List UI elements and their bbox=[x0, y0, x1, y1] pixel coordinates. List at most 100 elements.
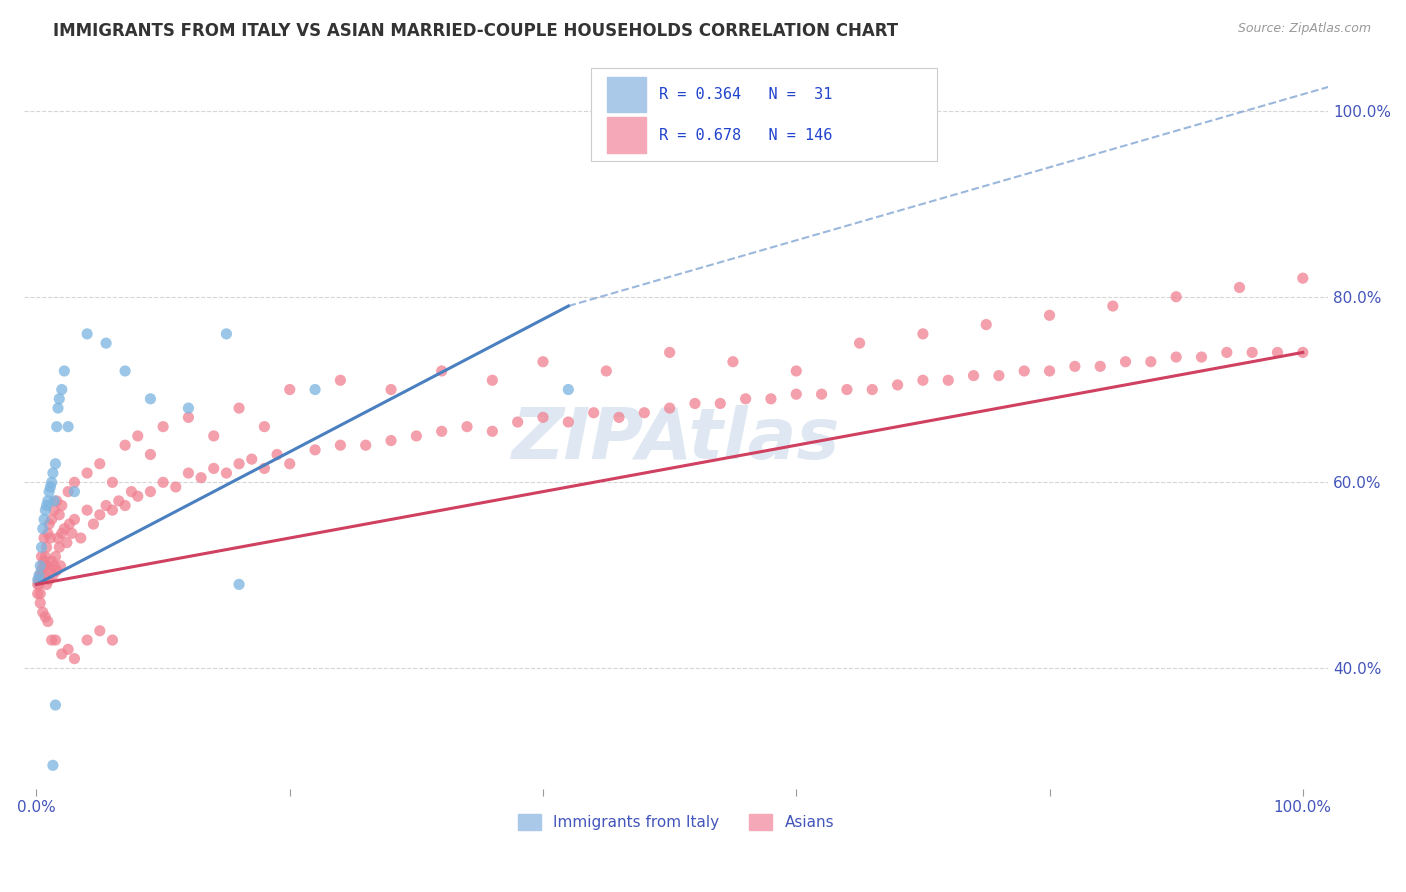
Point bbox=[177, 466, 200, 480]
Point bbox=[44, 494, 66, 508]
Point bbox=[51, 383, 73, 397]
Point bbox=[39, 564, 62, 578]
Point bbox=[405, 429, 427, 443]
Point bbox=[63, 475, 86, 490]
Point bbox=[37, 558, 59, 573]
Point bbox=[278, 457, 301, 471]
Point bbox=[1090, 359, 1112, 374]
Point bbox=[35, 541, 58, 555]
Point bbox=[51, 499, 73, 513]
Point bbox=[89, 624, 111, 638]
Point bbox=[152, 475, 174, 490]
Point bbox=[37, 494, 59, 508]
Point bbox=[987, 368, 1010, 383]
Point bbox=[506, 415, 529, 429]
Point bbox=[759, 392, 782, 406]
Point bbox=[76, 633, 98, 648]
Point bbox=[42, 568, 65, 582]
Point bbox=[380, 383, 402, 397]
Point bbox=[53, 522, 76, 536]
Point bbox=[28, 577, 51, 591]
Point bbox=[42, 758, 65, 772]
Point bbox=[1038, 308, 1060, 322]
Point bbox=[37, 526, 59, 541]
Point bbox=[44, 503, 66, 517]
Point bbox=[53, 364, 76, 378]
Legend: Immigrants from Italy, Asians: Immigrants from Italy, Asians bbox=[512, 808, 841, 837]
Point bbox=[139, 448, 162, 462]
Point bbox=[94, 336, 117, 351]
Point bbox=[27, 573, 49, 587]
Point bbox=[531, 354, 554, 368]
Point bbox=[32, 531, 55, 545]
Point bbox=[304, 442, 326, 457]
Point bbox=[810, 387, 832, 401]
Point bbox=[253, 461, 276, 475]
Point bbox=[30, 568, 52, 582]
Point bbox=[31, 549, 53, 564]
Point bbox=[1166, 290, 1188, 304]
Point bbox=[45, 494, 67, 508]
Point bbox=[557, 415, 579, 429]
Point bbox=[557, 383, 579, 397]
Point bbox=[56, 419, 79, 434]
Point bbox=[27, 587, 49, 601]
Point bbox=[152, 419, 174, 434]
Point bbox=[51, 647, 73, 661]
Point bbox=[38, 517, 60, 532]
Point bbox=[1012, 364, 1035, 378]
Point bbox=[44, 457, 66, 471]
Point bbox=[177, 410, 200, 425]
Point bbox=[215, 466, 238, 480]
Point bbox=[48, 541, 70, 555]
Point bbox=[63, 512, 86, 526]
Point bbox=[430, 364, 453, 378]
Point bbox=[1038, 364, 1060, 378]
FancyBboxPatch shape bbox=[591, 69, 936, 161]
Point bbox=[1292, 271, 1315, 285]
Point bbox=[63, 651, 86, 665]
Point bbox=[202, 461, 225, 475]
Point bbox=[886, 377, 908, 392]
Point bbox=[44, 698, 66, 712]
Point bbox=[658, 401, 681, 416]
Point bbox=[41, 512, 63, 526]
Point bbox=[139, 484, 162, 499]
Point bbox=[69, 531, 91, 545]
Point bbox=[430, 425, 453, 439]
Point bbox=[31, 568, 53, 582]
Point bbox=[56, 642, 79, 657]
Point bbox=[76, 503, 98, 517]
Point bbox=[48, 392, 70, 406]
Point bbox=[848, 336, 870, 351]
Point bbox=[380, 434, 402, 448]
Point bbox=[531, 410, 554, 425]
Point bbox=[139, 392, 162, 406]
Point bbox=[76, 466, 98, 480]
Text: R = 0.678   N = 146: R = 0.678 N = 146 bbox=[659, 128, 832, 143]
Point bbox=[94, 499, 117, 513]
Point bbox=[46, 531, 69, 545]
Point bbox=[1292, 345, 1315, 359]
Point bbox=[1216, 345, 1239, 359]
FancyBboxPatch shape bbox=[607, 118, 645, 153]
Point bbox=[34, 558, 56, 573]
Point bbox=[202, 429, 225, 443]
Text: IMMIGRANTS FROM ITALY VS ASIAN MARRIED-COUPLE HOUSEHOLDS CORRELATION CHART: IMMIGRANTS FROM ITALY VS ASIAN MARRIED-C… bbox=[53, 22, 898, 40]
Point bbox=[101, 503, 124, 517]
Point bbox=[658, 345, 681, 359]
Point bbox=[974, 318, 997, 332]
Point bbox=[911, 326, 934, 341]
Point bbox=[89, 457, 111, 471]
Point bbox=[329, 438, 352, 452]
Point bbox=[785, 364, 807, 378]
Point bbox=[89, 508, 111, 522]
Point bbox=[39, 480, 62, 494]
Point bbox=[41, 554, 63, 568]
Point bbox=[329, 373, 352, 387]
Point bbox=[42, 466, 65, 480]
Point bbox=[228, 577, 250, 591]
Point bbox=[41, 633, 63, 648]
Point bbox=[835, 383, 858, 397]
Point bbox=[860, 383, 883, 397]
